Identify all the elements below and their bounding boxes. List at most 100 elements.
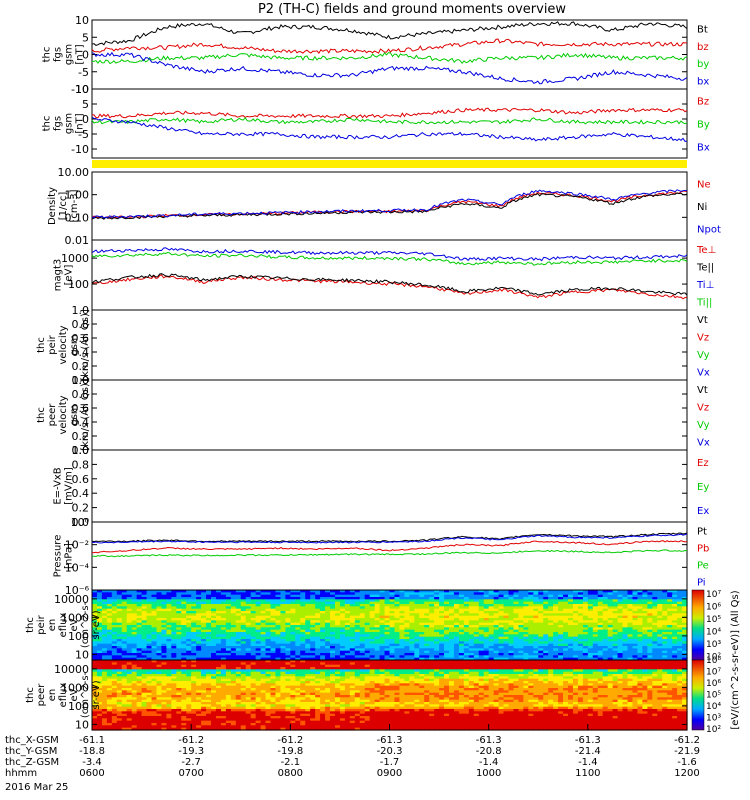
heatmap-cell <box>602 608 609 612</box>
heatmap-cell <box>245 597 252 600</box>
heatmap-cell <box>657 648 663 652</box>
heatmap-cell <box>439 643 445 647</box>
heatmap-cell <box>528 594 534 598</box>
heatmap-cell <box>230 650 237 654</box>
heatmap-cell <box>414 592 420 596</box>
heatmap-cell <box>548 639 554 642</box>
heatmap-cell <box>186 653 192 656</box>
heatmap-cell <box>310 643 316 647</box>
heatmap-cell <box>498 618 505 621</box>
heatmap-cell <box>617 613 624 617</box>
heatmap-cell <box>622 608 629 612</box>
heatmap-cell <box>553 634 559 638</box>
heatmap-cell <box>131 620 138 624</box>
heatmap-cell <box>627 592 634 596</box>
heatmap-cell <box>642 646 648 649</box>
heatmap-cell <box>429 653 435 656</box>
heatmap-cell <box>151 639 158 642</box>
heatmap-cell <box>315 611 321 614</box>
heatmap-cell <box>131 657 138 661</box>
heatmap-cell <box>146 615 153 619</box>
heatmap-cell <box>523 636 529 640</box>
heatmap-cell <box>409 590 415 593</box>
heatmap-cell <box>245 606 252 610</box>
heatmap-cell <box>374 590 381 593</box>
heatmap-cell <box>215 639 222 642</box>
heatmap-cell <box>513 636 520 640</box>
heatmap-cell <box>265 627 272 631</box>
heatmap-cell <box>295 655 301 659</box>
heatmap-cell <box>558 592 564 596</box>
heatmap-cell <box>453 634 460 638</box>
heatmap-cell <box>617 620 624 624</box>
heatmap-cell <box>577 615 584 619</box>
heatmap-cell <box>548 648 554 652</box>
heatmap-cell <box>568 613 574 617</box>
heatmap-cell <box>131 632 138 635</box>
heatmap-cell <box>508 634 515 638</box>
heatmap-cell <box>488 606 495 610</box>
heatmap-cell <box>657 650 663 654</box>
heatmap-cell <box>101 615 108 619</box>
heatmap-cell <box>101 620 108 624</box>
heatmap-cell <box>235 634 242 638</box>
heatmap-cell <box>548 625 554 628</box>
heatmap-cell <box>344 613 351 617</box>
heatmap-cell <box>334 604 341 607</box>
heatmap-cell <box>359 657 366 661</box>
heatmap-cell <box>106 592 113 596</box>
heatmap-cell <box>468 590 475 593</box>
heatmap-cell <box>116 606 123 610</box>
heatmap-cell <box>652 646 658 649</box>
heatmap-cell <box>543 643 549 647</box>
heatmap-cell <box>667 629 673 633</box>
heatmap-cell <box>260 639 267 642</box>
heatmap-cell <box>612 590 619 593</box>
heatmap-cell <box>404 618 410 621</box>
heatmap-cell <box>577 620 584 624</box>
heatmap-cell <box>414 620 420 624</box>
heatmap-cell <box>657 643 663 647</box>
heatmap-cell <box>211 594 217 598</box>
heatmap-cell <box>473 625 480 628</box>
heatmap-cell <box>330 592 336 596</box>
heatmap-cell <box>230 627 237 631</box>
heatmap-cell <box>478 646 485 649</box>
heatmap-cell <box>632 632 639 635</box>
heatmap-cell <box>652 620 658 624</box>
heatmap-cell <box>478 632 485 635</box>
y-tick-label: 0.0 <box>72 374 90 387</box>
heatmap-cell <box>325 646 331 649</box>
heatmap-cell <box>285 629 291 633</box>
heatmap-cell <box>181 653 187 656</box>
heatmap-cell <box>171 618 177 621</box>
heatmap-cell <box>359 643 366 647</box>
heatmap-cell <box>468 632 475 635</box>
heatmap-cell <box>260 646 267 649</box>
heatmap-cell <box>498 634 505 638</box>
heatmap-cell <box>111 629 118 633</box>
heatmap-cell <box>434 643 440 647</box>
heatmap-cell <box>508 597 515 600</box>
heatmap-cell <box>96 643 103 647</box>
heatmap-cell <box>359 599 366 603</box>
heatmap-cell <box>374 615 381 619</box>
heatmap-cell <box>637 650 643 654</box>
heatmap-cell <box>344 620 351 624</box>
heatmap-cell <box>642 606 648 610</box>
heatmap-cell <box>434 604 440 607</box>
heatmap-cell <box>577 601 584 605</box>
heatmap-cell <box>483 604 490 607</box>
heatmap-cell <box>498 594 505 598</box>
heatmap-cell <box>305 639 311 642</box>
heatmap-cell <box>488 608 495 612</box>
heatmap-cell <box>191 648 197 652</box>
heatmap-cell <box>265 604 272 607</box>
heatmap-cell <box>444 653 450 656</box>
heatmap-cell <box>483 606 490 610</box>
heatmap-cell <box>528 618 534 621</box>
heatmap-cell <box>325 604 331 607</box>
heatmap-cell <box>339 657 346 661</box>
heatmap-cell <box>215 622 222 626</box>
heatmap-cell <box>627 590 634 593</box>
